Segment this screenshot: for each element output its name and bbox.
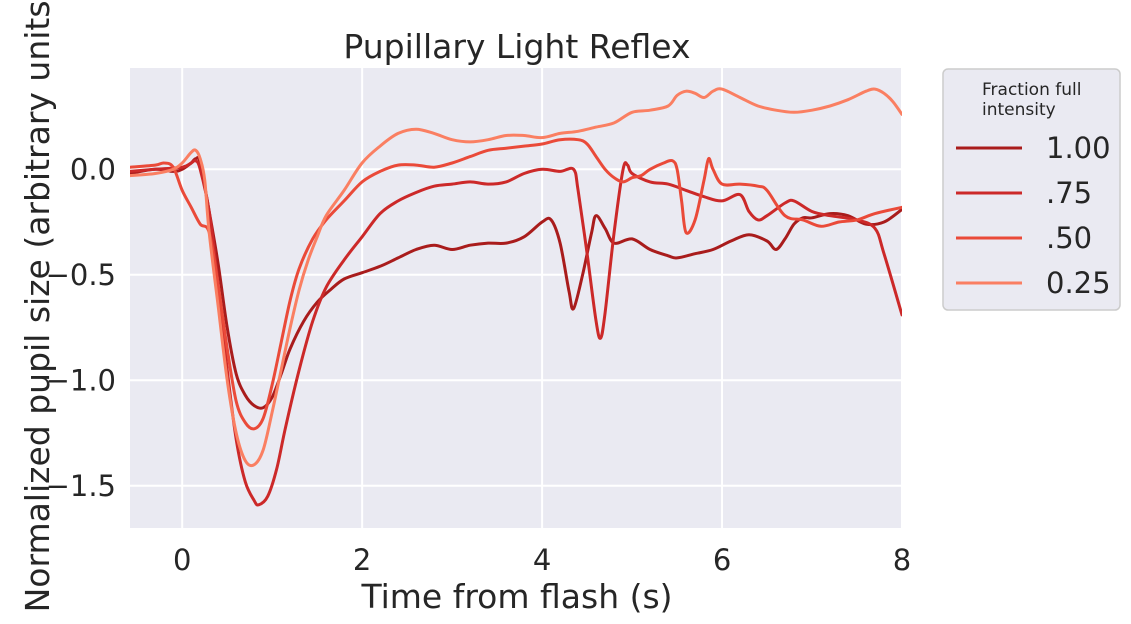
y-tick-label: 0.0 [70,152,116,186]
x-tick-label: 0 [173,543,191,577]
y-tick-label: −0.5 [46,258,116,292]
legend-title-line-1: Fraction full [982,80,1081,100]
series-lines [130,87,902,507]
y-tick-label: −1.5 [46,469,116,503]
series-line-1 [130,156,902,410]
series-line-4 [130,87,902,468]
legend-title-line-2: intensity [982,100,1056,120]
x-tick-label: 4 [533,543,551,577]
legend: Fraction full intensity 1.00 .75 .50 0.25 [942,68,1121,311]
chart-title: Pupillary Light Reflex [343,27,690,66]
x-axis-title: Time from flash (s) [360,577,672,616]
x-tick-label: 2 [353,543,371,577]
legend-box [942,68,1121,311]
tick-labels: 0 2 4 6 8 0.0 −0.5 −1.0 −1.5 [46,152,912,577]
series-line-3 [130,137,902,431]
series-line-2 [130,159,902,507]
legend-label: 0.25 [1046,266,1111,300]
y-axis-title: Normalized pupil size (arbitrary units) [18,0,57,612]
x-tick-label: 8 [893,543,911,577]
plot-area [130,68,902,528]
legend-entries: 1.00 .75 .50 0.25 [956,131,1111,300]
x-tick-label: 6 [713,543,731,577]
legend-label: .50 [1046,221,1092,255]
y-tick-label: −1.0 [46,363,116,397]
legend-label: .75 [1046,176,1092,210]
legend-label: 1.00 [1046,131,1111,165]
